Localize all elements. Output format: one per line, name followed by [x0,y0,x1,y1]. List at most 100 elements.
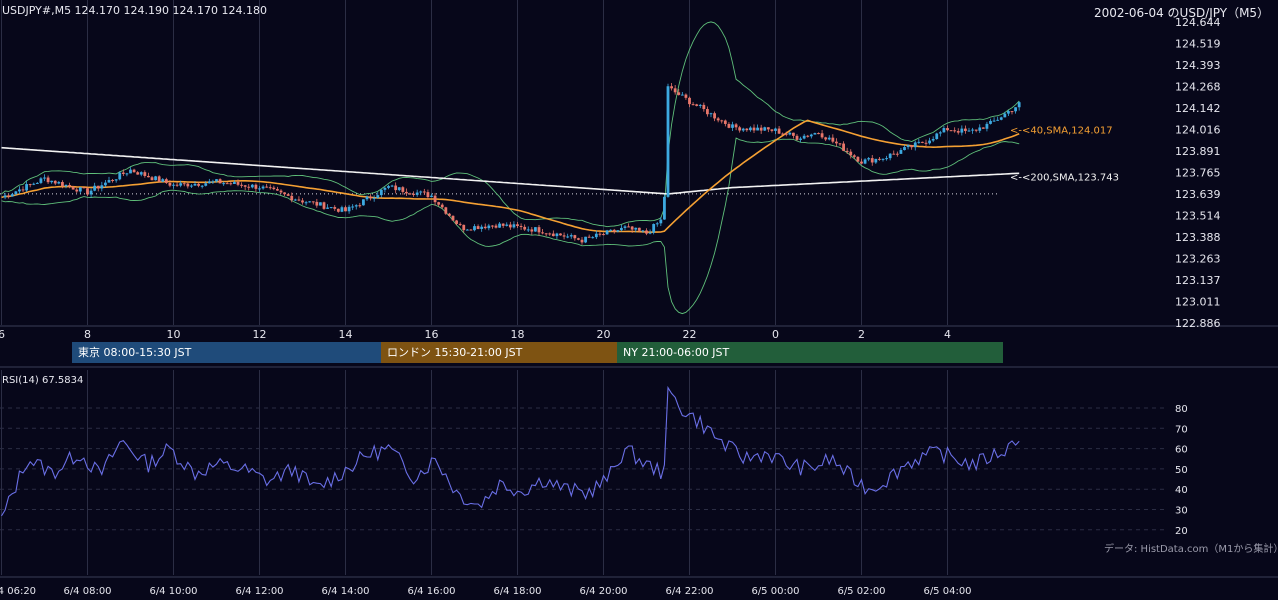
rsi-y-tick: 80 [1175,404,1188,415]
candle-body [953,130,957,132]
candle-body [154,176,157,181]
candle-body [157,176,161,182]
price-y-tick: 123.639 [1175,188,1221,201]
candle-body [684,94,688,98]
candle-body [577,238,580,240]
candle-body [985,123,989,129]
candle-body [71,186,75,190]
candle-body [745,128,749,131]
candle-body [139,172,143,175]
candle-body [989,120,992,124]
candle-body [319,202,322,206]
candle-body [895,153,899,155]
sma200-line [1,146,1020,195]
candle-body [551,233,555,237]
candle-body [942,128,946,133]
candle-body [691,104,695,106]
candle-body [523,226,527,230]
candle-body [293,199,297,201]
candle-body [372,197,376,199]
candle-body [14,191,18,195]
candle-body [204,183,208,186]
candle-body [114,179,118,181]
candle-body [788,132,792,135]
symbol-info: USDJPY#,M5 124.170 124.190 124.170 124.1… [2,4,267,17]
candle-body [43,177,46,179]
candle-body [68,184,71,187]
candle-body [992,120,996,122]
sma40-line [1,119,1020,234]
price-y-tick: 123.263 [1175,252,1221,265]
candle-body [444,207,448,214]
candle-body [931,139,935,141]
candle-body [856,156,860,162]
candle-body [426,192,430,198]
candle-body [741,128,745,131]
candle-body [182,183,186,185]
candle-body [698,104,702,106]
candle-body [666,86,670,197]
candle-body [3,195,7,198]
candle-body [831,137,835,142]
candle-body [172,184,175,186]
candle-body [261,186,265,189]
candle-body [659,219,663,224]
candle-body [218,179,222,184]
candle-body [620,227,623,231]
candle-body [605,230,609,235]
candle-body [802,135,806,139]
candle-body [397,187,401,191]
candle-body [716,118,720,121]
candle-body [541,232,544,234]
candle-body [104,182,107,186]
candle-body [258,188,261,190]
candle-body [143,172,147,176]
candle-body [458,223,462,225]
candle-body [609,229,613,231]
candle-body [243,185,247,187]
candle-body [709,113,713,115]
candle-body [412,193,415,195]
candle-body [777,128,781,134]
rsi-x-tick: 6/5 00:00 [751,586,799,597]
candle-body [906,145,910,148]
price-y-tick: 123.388 [1175,231,1221,244]
price-x-tick: 10 [167,328,181,341]
price-y-tick: 124.268 [1175,80,1221,93]
price-y-tick: 123.891 [1175,145,1221,158]
candle-body [322,202,326,209]
candle-body [175,184,179,186]
candle-body [433,195,437,203]
candle-body [544,233,548,235]
candle-body [401,187,405,192]
candle-body [118,172,122,180]
candle-body [852,155,856,157]
price-y-tick: 124.142 [1175,102,1221,115]
candle-body [713,113,716,119]
candle-body [888,153,892,159]
candle-body [265,186,269,188]
candle-body [329,207,333,209]
candle-body [835,141,838,144]
candle-body [491,225,494,227]
candle-body [247,186,251,188]
candle-body [623,226,627,228]
candle-body [978,127,982,131]
candle-body [28,184,32,186]
candle-body [974,129,978,131]
candle-body [61,182,64,187]
candle-body [562,235,566,237]
candle-body [494,225,498,228]
candle-body [308,201,312,203]
price-y-tick: 123.137 [1175,274,1221,287]
candle-body [695,104,699,106]
candle-body [369,196,372,199]
candle-body [795,135,799,140]
candle-body [627,226,630,228]
candle-body [781,133,785,135]
candle-body [197,183,200,186]
candle-body [648,232,652,234]
candle-body [286,194,290,196]
candle-body [612,229,616,232]
candle-body [910,145,914,148]
